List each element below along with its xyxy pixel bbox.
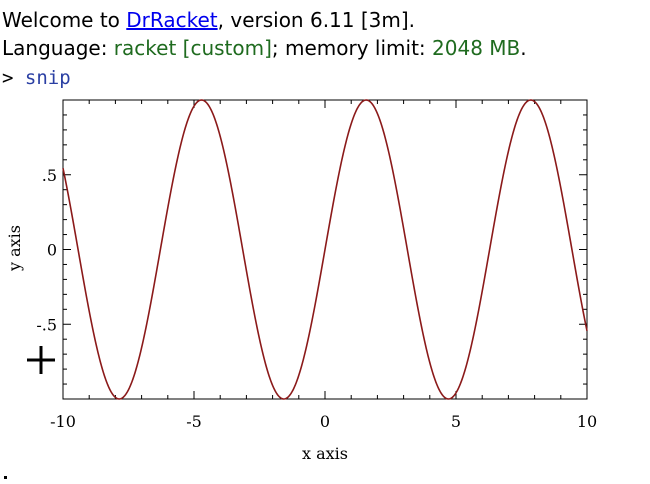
y-tick-label: .5 [42, 166, 57, 185]
language-line: Language: racket [custom]; memory limit:… [2, 36, 527, 60]
prompt-line[interactable]: > snip [2, 66, 71, 90]
language-prefix: Language: [2, 36, 114, 60]
welcome-line: Welcome to DrRacket, version 6.11 [3m]. [2, 8, 415, 32]
memory-suffix: . [520, 36, 527, 60]
x-axis-label: x axis [302, 444, 348, 463]
plot-snip[interactable]: -10 -5 0 5 10 .5 0 -.5 x axis y axis [0, 86, 650, 476]
x-tick-label: -5 [186, 412, 202, 431]
y-tick-label: -.5 [36, 315, 57, 334]
memory-limit-value: 2048 MB [432, 36, 521, 60]
x-tick-label: 10 [577, 412, 597, 431]
memory-prefix: ; memory limit: [271, 36, 433, 60]
x-tick-label: -10 [50, 412, 76, 431]
y-axis-label: y axis [5, 225, 24, 272]
crosshair-cursor-icon [27, 346, 55, 374]
welcome-suffix: , version 6.11 [3m]. [217, 8, 416, 32]
sine-curve [62, 99, 588, 400]
language-value: racket [custom] [113, 36, 272, 60]
x-tick-label: 0 [320, 412, 330, 431]
prompt-symbol: > [2, 67, 14, 89]
welcome-prefix: Welcome to [2, 8, 127, 32]
plot-tick-labels: -10 -5 0 5 10 .5 0 -.5 [36, 166, 597, 431]
input-text[interactable]: snip [24, 67, 71, 89]
y-tick-label: 0 [47, 241, 57, 260]
plot-ticks [62, 99, 588, 400]
x-tick-label: 5 [451, 412, 461, 431]
drracket-link[interactable]: DrRacket [126, 8, 218, 32]
next-prompt-marker [4, 476, 7, 479]
